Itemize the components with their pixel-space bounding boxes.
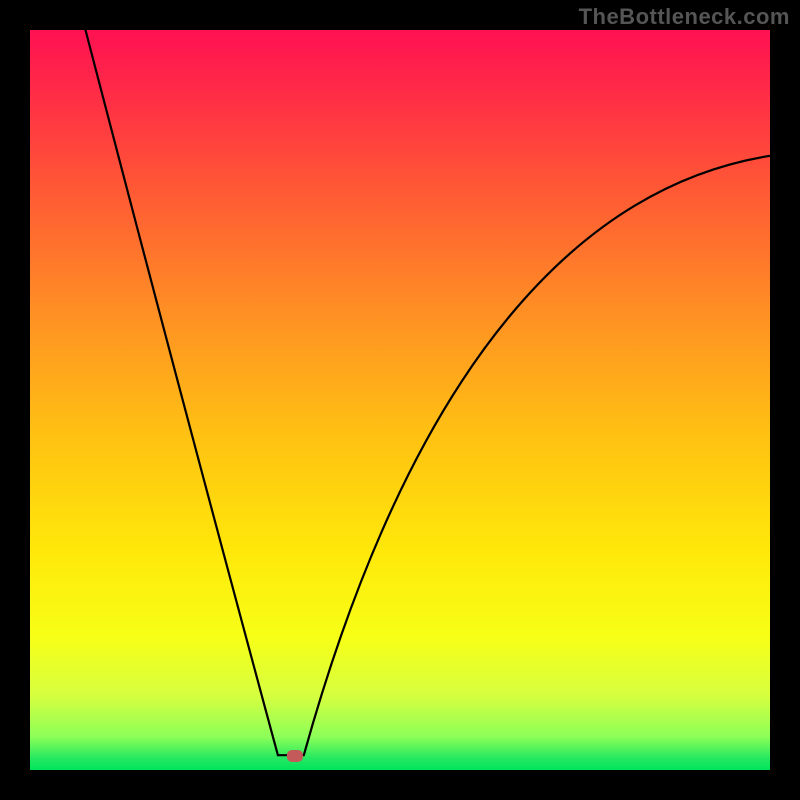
bottleneck-marker: [287, 750, 303, 762]
bottleneck-curve-chart: [0, 0, 800, 800]
plot-container: [0, 0, 800, 800]
chart-frame: TheBottleneck.com: [0, 0, 800, 800]
watermark-text: TheBottleneck.com: [579, 4, 790, 30]
gradient-plot-area: [30, 30, 770, 770]
